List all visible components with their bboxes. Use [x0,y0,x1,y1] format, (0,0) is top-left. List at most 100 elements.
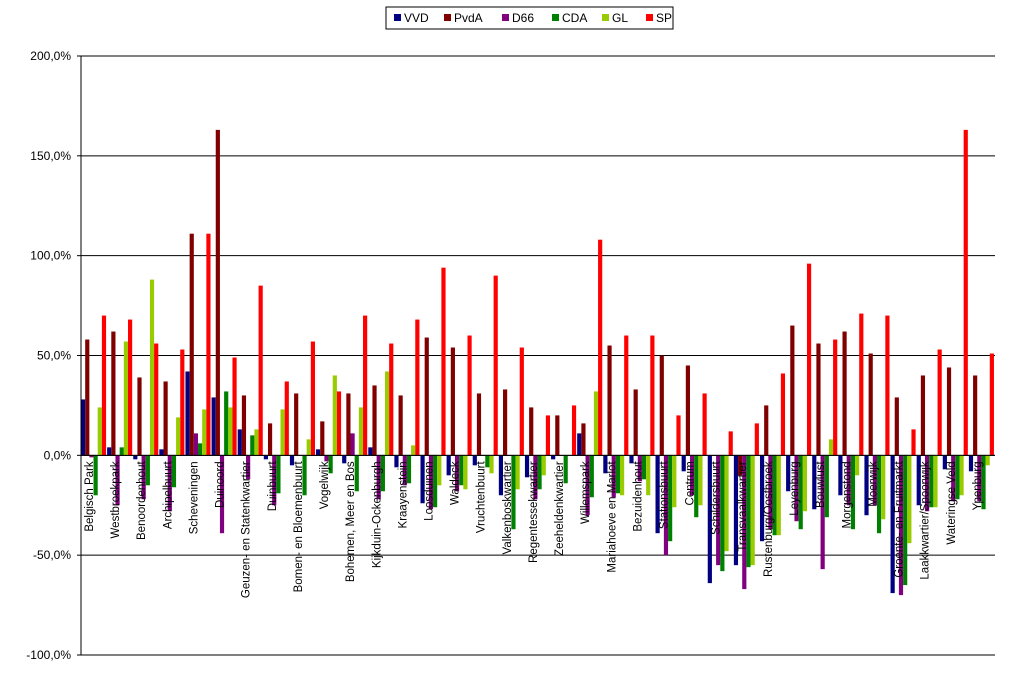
bar-cda [850,455,856,530]
bar-gl [515,455,520,490]
bar-pvda [764,405,769,456]
category-label: Bohemen, Meer en Bos [345,461,357,582]
bar-vvd [786,455,791,492]
bar-sp [336,391,342,456]
bar-pvda [946,367,952,456]
bar-vvd [342,455,347,464]
legend-swatch-vvd [394,14,401,21]
bar-sp [780,373,786,456]
bar-gl [646,455,651,496]
bar-vvd [551,455,556,460]
legend-swatch-sp [646,14,653,21]
bar-pvda [267,423,273,456]
bar-sp [232,357,237,456]
bar-vvd [681,455,686,472]
bar-vvd [655,455,660,534]
legend-swatch-d66 [502,14,509,21]
bar-vvd [133,455,138,460]
bar-sp [101,315,107,456]
bar-gl [907,455,912,544]
bar-pvda [738,455,743,476]
category-label: Wateringse Veld [946,461,958,544]
bar-d66 [820,455,825,570]
category-label: Morgenstond [841,461,853,528]
bar-pvda [555,415,560,456]
bar-sp [833,339,838,456]
bar-pvda [894,397,899,456]
bar-d66 [454,455,460,492]
bar-gl [750,455,755,566]
bar-sp [702,393,707,456]
bar-d66 [193,433,198,456]
bar-cda [459,455,464,486]
bar-vvd [942,455,947,470]
bar-gl [306,439,311,456]
bar-vvd [368,447,373,456]
bar-cda [563,455,568,484]
y-tick-label: 200,0% [30,49,71,63]
bar-vvd [838,455,843,496]
bar-gl [933,455,938,508]
category-label: Vruchtenbuurt [476,461,488,534]
bar-vvd [263,455,268,460]
bar-cda [485,455,490,468]
bar-d66 [141,455,146,500]
bar-cda [615,455,620,494]
bar-gl [332,375,337,456]
bar-vvd [472,455,477,466]
bar-cda [929,455,934,508]
bar-pvda [868,353,873,456]
bar-cda [720,455,725,572]
bar-sp [206,233,211,456]
category-label: Regentessekwartier [528,461,540,563]
category-label: Transvaalkwartier [737,461,749,551]
bar-pvda [842,331,847,456]
bar-d66 [951,455,956,502]
bar-vvd [968,455,974,472]
bar-vvd [864,455,869,516]
legend: VVD PvdA D66 CDA GL SP [385,6,674,30]
bar-pvda [607,345,612,456]
bar-cda [380,455,385,492]
category-label: Zeeheldenkwartier [554,461,566,556]
bar-gl [855,455,860,476]
category-label: Vogelwijk [319,461,331,509]
legend-label-d66: D66 [512,11,534,25]
bar-pvda [503,389,508,456]
bar-pvda [163,381,168,456]
y-tick-label: 150,0% [30,149,71,163]
bar-d66 [689,455,695,496]
category-label: Bouwlust [815,461,827,508]
bar-gl [463,455,468,490]
bar-pvda [973,375,978,456]
bar-sp [154,343,159,456]
bar-d66 [925,455,930,512]
bar-gl [384,371,390,456]
category-label: Laakkwartier/Spoorwijk [920,461,932,579]
bar-pvda [529,407,534,456]
category-label: Kijkduin-Ockenburgh [371,461,383,568]
bar-d66 [167,455,172,512]
bar-cda [171,455,177,488]
bar-vvd [394,455,399,468]
bar-vvd [812,455,817,510]
bar-sp [389,343,394,456]
bar-vvd [629,455,634,464]
bar-d66 [977,455,982,502]
bar-gl [881,455,886,520]
bar-pvda [659,355,664,456]
bar-cda [197,443,203,456]
bar-d66 [768,455,773,530]
category-label: Duinoord [215,461,227,508]
bar-vvd [316,449,321,456]
bar-cda [641,455,647,480]
bar-cda [694,455,699,518]
bar-d66 [115,455,120,506]
bar-d66 [428,455,434,510]
bar-sp [989,353,994,456]
category-label: Westbroekpark [110,461,122,538]
category-labels: Belgisch Park Westbroekpark Benoordenhout A… [84,461,984,599]
bar-d66 [219,455,225,534]
bar-d66 [89,455,94,458]
